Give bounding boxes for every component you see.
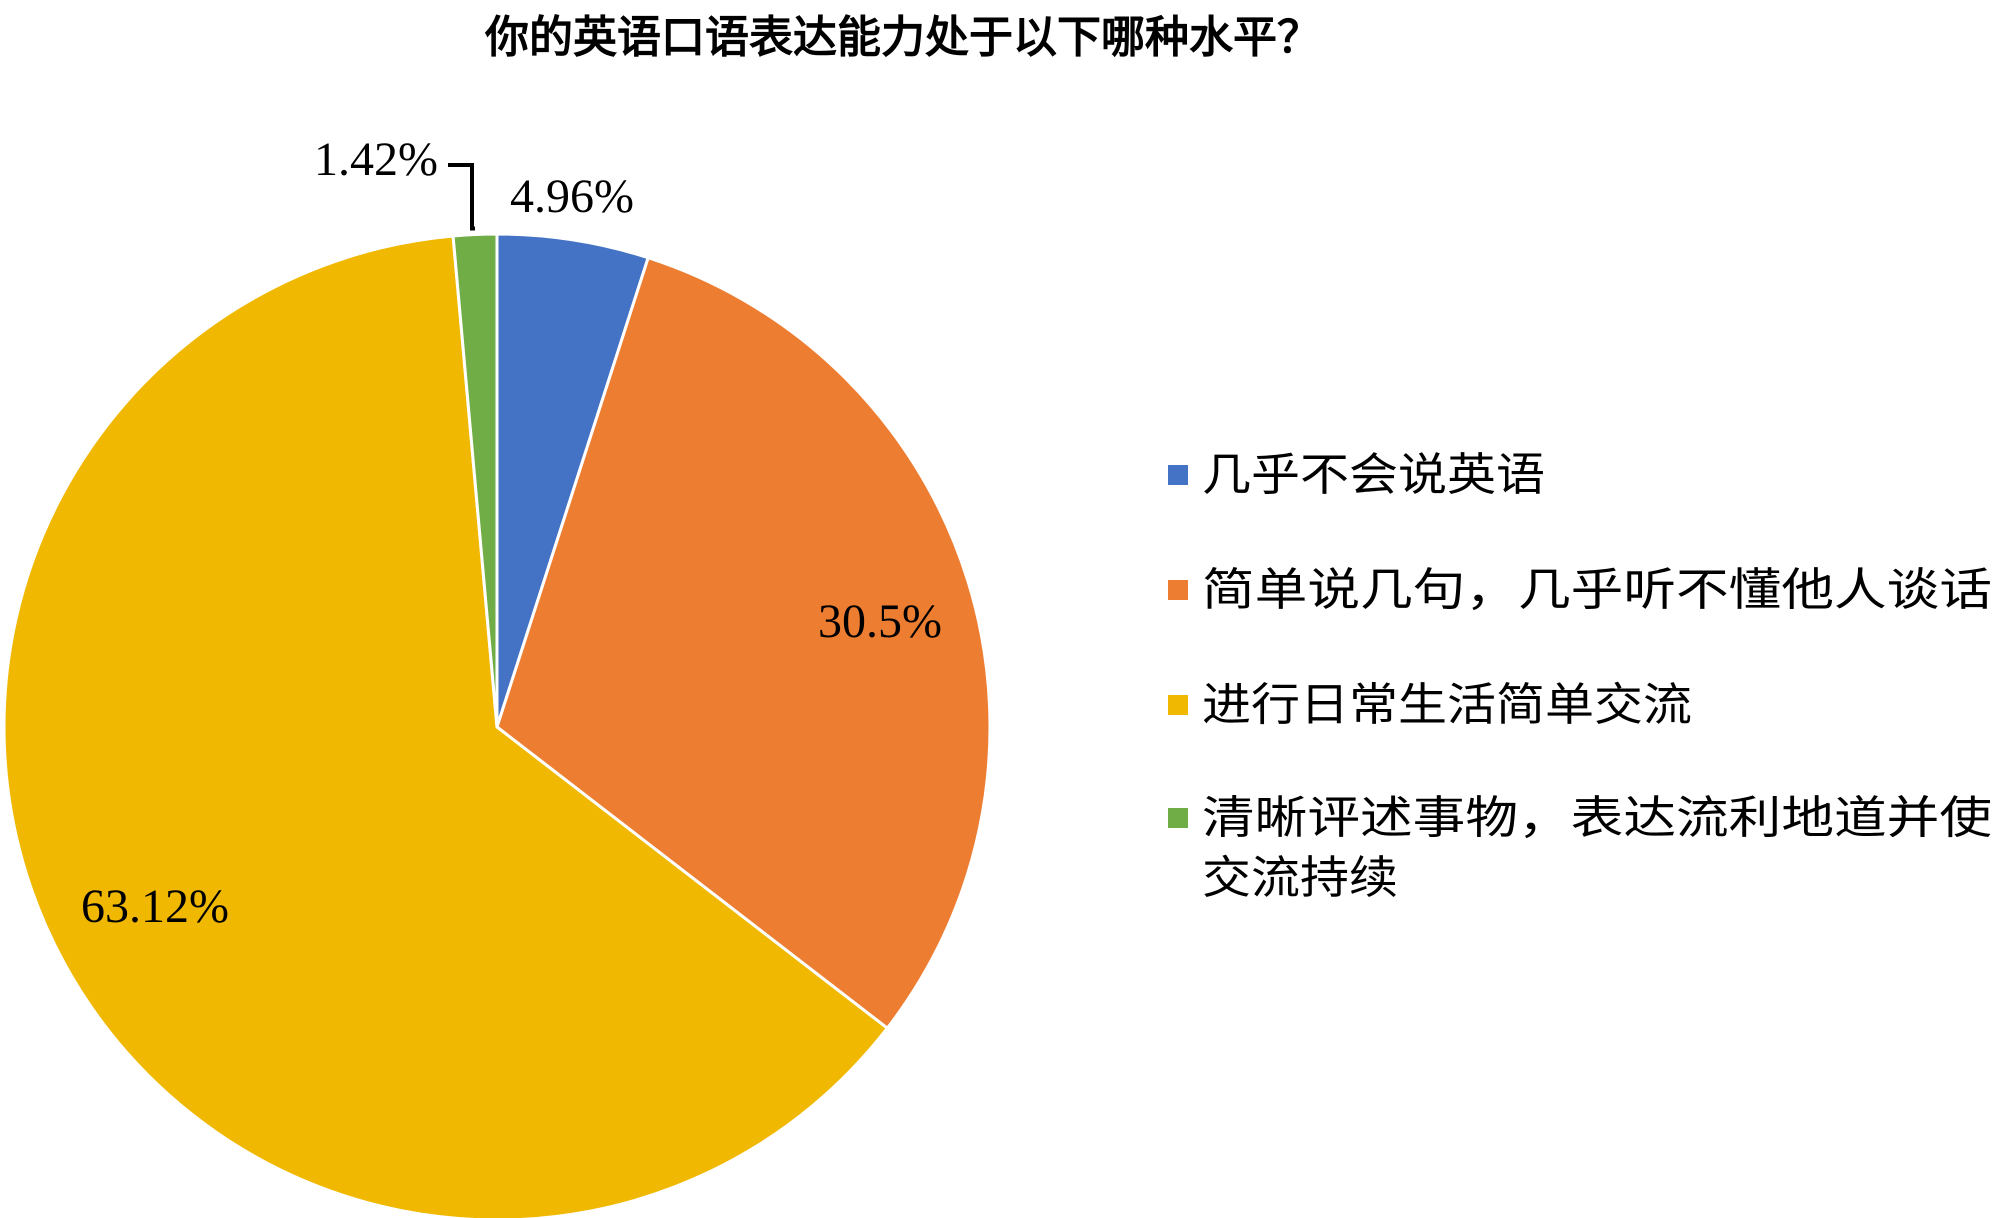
legend-label: 清晰评述事物，表达流利地道并使 [1202, 791, 1992, 844]
chart-title: 你的英语口语表达能力处于以下哪种水平？ [484, 12, 1321, 63]
legend-label: 几乎不会说英语 [1202, 448, 1545, 501]
pie-slices [2, 232, 992, 1218]
pie-slice [451, 232, 499, 728]
legend-swatch [1168, 465, 1188, 485]
data-label: 1.42% [314, 133, 438, 186]
pie-slice [495, 232, 651, 728]
data-label: 4.96% [510, 170, 634, 223]
legend-swatch [1168, 580, 1188, 600]
legend: 几乎不会说英语简单说几句，几乎听不懂他人谈话进行日常生活简单交流清晰评述事物，表… [1168, 448, 1992, 904]
legend-swatch [1168, 695, 1188, 715]
legend-label: 简单说几句，几乎听不懂他人谈话 [1202, 563, 1992, 616]
pie-slice [495, 255, 992, 1031]
legend-swatch [1168, 808, 1188, 828]
pie-slice [2, 234, 890, 1218]
leader-line [448, 163, 476, 231]
legend-item: 进行日常生活简单交流 [1168, 678, 1692, 731]
data-label: 30.5% [818, 595, 942, 648]
legend-label: 进行日常生活简单交流 [1202, 678, 1692, 731]
legend-item: 几乎不会说英语 [1168, 448, 1545, 501]
data-label: 63.12% [81, 880, 229, 933]
data-labels: 4.96% 30.5% 63.12% 1.42% [81, 133, 942, 933]
legend-item: 简单说几句，几乎听不懂他人谈话 [1168, 563, 1992, 616]
legend-label: 交流持续 [1202, 851, 1398, 904]
